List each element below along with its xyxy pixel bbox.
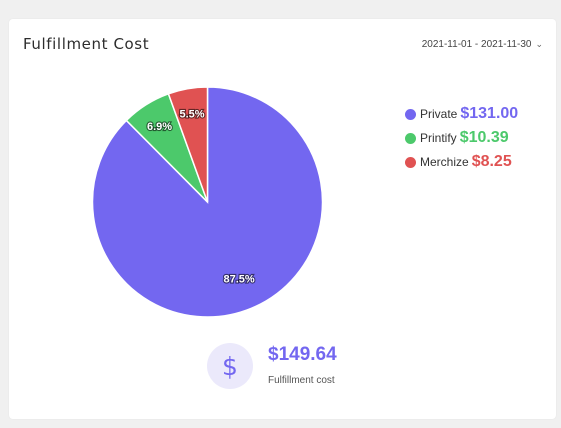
pie-chart: 87.5% 6.9% 5.5%: [91, 86, 324, 318]
legend-item-private[interactable]: Private $131.00: [405, 102, 518, 126]
date-range-picker[interactable]: 2021-11-01 - 2021-11-30 ⌄: [422, 39, 543, 50]
legend-name: Private: [420, 107, 458, 121]
legend-item-printify[interactable]: Printify $10.39: [405, 126, 518, 150]
card-title: Fulfillment Cost: [23, 35, 150, 53]
legend-name: Printify: [420, 131, 457, 145]
date-range-label: 2021-11-01 - 2021-11-30: [421, 39, 532, 50]
chevron-down-icon: ⌄: [535, 39, 543, 49]
pie-slice-merchize[interactable]: [167, 86, 209, 203]
slice-label-merchize: 5.5%: [180, 109, 205, 121]
total-cost-label: Fulfillment cost: [268, 375, 335, 386]
legend-item-merchize[interactable]: Merchize $8.25: [405, 150, 518, 174]
slice-label-printify: 6.9%: [147, 121, 172, 133]
legend-amount: $10.39: [459, 129, 509, 146]
chart-legend: Private $131.00 Printify $10.39 Merchize…: [405, 102, 518, 174]
total-cost-value: $149.64: [268, 344, 337, 365]
legend-amount: $131.00: [460, 105, 519, 122]
legend-dot: [405, 132, 416, 144]
dollar-icon: $: [207, 343, 253, 389]
legend-dot: [405, 108, 416, 120]
legend-dot: [405, 156, 416, 168]
slice-label-private: 87.5%: [223, 274, 254, 286]
legend-name: Merchize: [420, 155, 469, 169]
legend-amount: $8.25: [471, 153, 512, 170]
fulfillment-cost-card: Fulfillment Cost 2021-11-01 - 2021-11-30…: [9, 19, 556, 419]
